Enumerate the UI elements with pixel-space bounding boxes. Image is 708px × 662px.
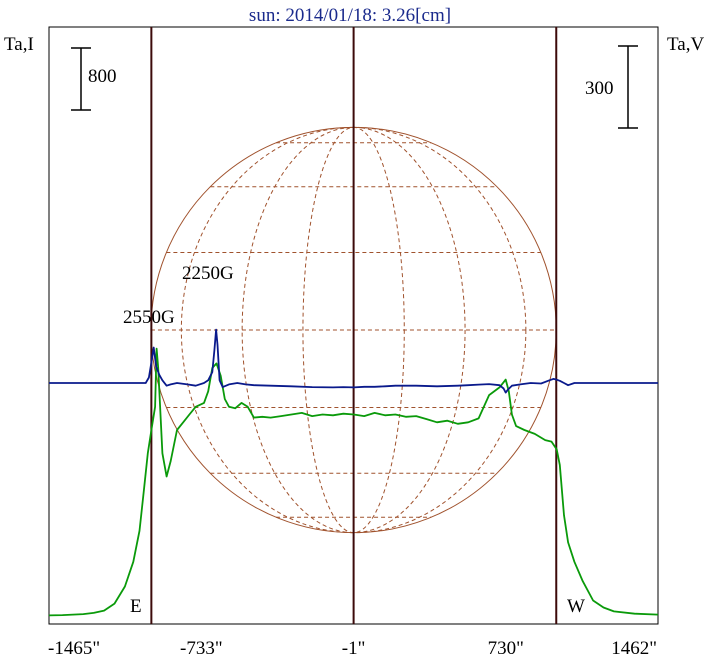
limb-label-west: W <box>567 596 585 617</box>
scale-bar-left-label: 800 <box>88 66 117 87</box>
chart-title: sun: 2014/01/18: 3.26[cm] <box>249 5 451 26</box>
x-tick-label: 1462" <box>611 638 657 659</box>
series-line-ta-i <box>48 347 659 617</box>
annotation-2550g: 2550G <box>123 307 175 328</box>
scale-bar-right: 300 <box>585 45 638 129</box>
scale-bar-right-label: 300 <box>585 78 614 99</box>
series-group <box>48 328 659 617</box>
disk-longitude-line <box>241 126 466 534</box>
x-tick-label: 730" <box>488 638 524 659</box>
scale-bar-left: 800 <box>71 47 117 111</box>
annotation-2250g: 2250G <box>182 263 234 284</box>
reference-lines <box>150 27 558 624</box>
x-tick-labels: -1465" -733" -1" 730" 1462" <box>48 638 657 659</box>
y-axis-label-left: Ta,I <box>4 34 34 55</box>
x-tick-label: -1465" <box>48 638 100 659</box>
limb-label-east: E <box>130 596 142 617</box>
y-axis-label-right: Ta,V <box>667 34 704 55</box>
x-tick-label: -1" <box>342 638 366 659</box>
x-tick-label: -733" <box>180 638 223 659</box>
series-line-ta-v <box>49 328 658 394</box>
